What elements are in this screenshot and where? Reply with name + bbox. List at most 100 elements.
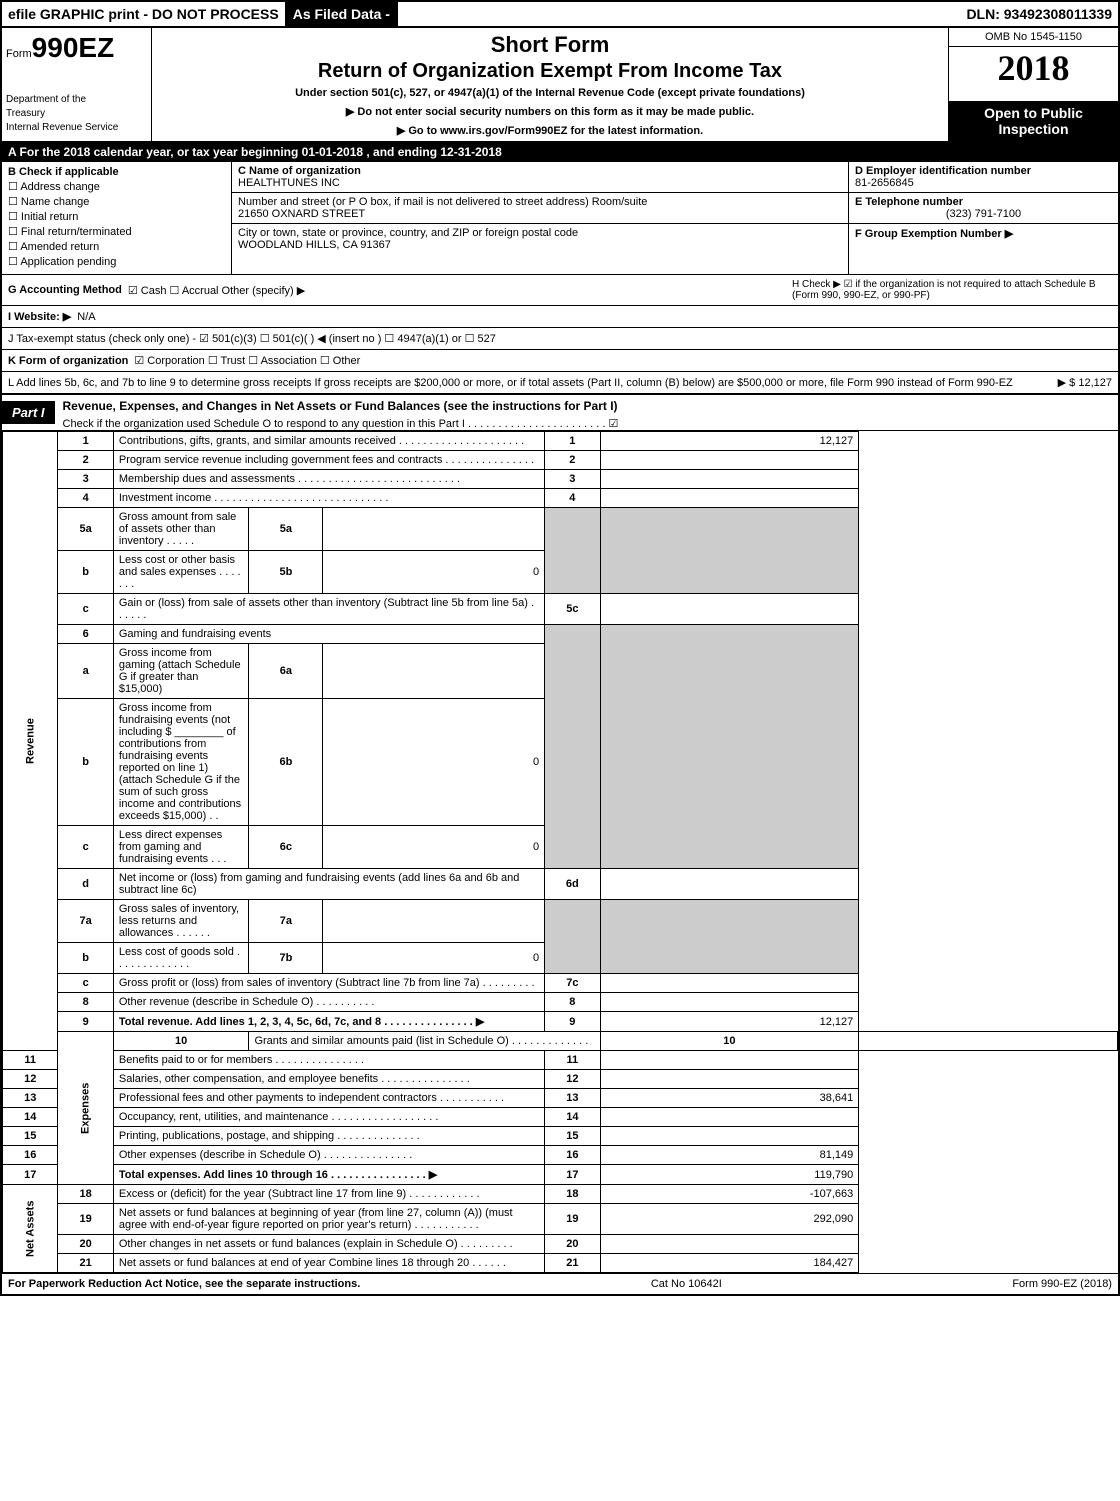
line-num: 7a xyxy=(58,900,113,943)
line-text: Membership dues and assessments . . . . … xyxy=(113,470,544,489)
line-ref: 9 xyxy=(545,1012,600,1032)
check-final-return[interactable]: Final return/terminated xyxy=(8,225,225,238)
line-text: Gross sales of inventory, less returns a… xyxy=(113,900,249,943)
footer: For Paperwork Reduction Act Notice, see … xyxy=(2,1273,1118,1294)
lines-table: Revenue 1 Contributions, gifts, grants, … xyxy=(2,431,1118,1273)
footer-left: For Paperwork Reduction Act Notice, see … xyxy=(8,1278,360,1290)
line-text: Professional fees and other payments to … xyxy=(113,1089,544,1108)
table-row: 12 Salaries, other compensation, and emp… xyxy=(3,1070,1118,1089)
table-row: c Gain or (loss) from sale of assets oth… xyxy=(3,594,1118,625)
line-ref: 11 xyxy=(545,1051,600,1070)
check-initial-return[interactable]: Initial return xyxy=(8,210,225,223)
cell-phone: E Telephone number (323) 791-7100 xyxy=(849,193,1118,224)
table-row: 15 Printing, publications, postage, and … xyxy=(3,1127,1118,1146)
shaded-cell xyxy=(600,900,859,974)
efile-label: efile GRAPHIC print - DO NOT PROCESS xyxy=(2,2,285,26)
top-bar-left: efile GRAPHIC print - DO NOT PROCESS As … xyxy=(2,2,960,26)
cell-ein: D Employer identification number 81-2656… xyxy=(849,162,1118,193)
table-row: 13 Professional fees and other payments … xyxy=(3,1089,1118,1108)
line-text: Gaming and fundraising events xyxy=(113,625,544,644)
line-text: Gross income from fundraising events (no… xyxy=(113,699,249,826)
short-form-title: Short Form xyxy=(158,32,942,58)
line-text: Contributions, gifts, grants, and simila… xyxy=(113,432,544,451)
line-num: 14 xyxy=(3,1108,58,1127)
b-label: B Check if applicable xyxy=(8,166,225,178)
line-ref: 8 xyxy=(545,993,600,1012)
g-label: G Accounting Method xyxy=(8,284,122,296)
line-num: c xyxy=(58,826,113,869)
line-amount xyxy=(600,1070,859,1089)
footer-mid: Cat No 10642I xyxy=(651,1278,722,1290)
table-row: 9 Total revenue. Add lines 1, 2, 3, 4, 5… xyxy=(3,1012,1118,1032)
part-1-tab: Part I xyxy=(2,401,55,424)
dept-line-3: Internal Revenue Service xyxy=(6,122,118,133)
section-bcdef: B Check if applicable Address change Nam… xyxy=(2,162,1118,275)
inner-ref: 5b xyxy=(249,551,323,594)
line-text: Investment income . . . . . . . . . . . … xyxy=(113,489,544,508)
table-row: d Net income or (loss) from gaming and f… xyxy=(3,869,1118,900)
check-name-change[interactable]: Name change xyxy=(8,195,225,208)
line-amount xyxy=(600,1051,859,1070)
line-text: Total expenses. Add lines 10 through 16 … xyxy=(113,1165,544,1185)
line-amount xyxy=(600,1235,859,1254)
line-num: a xyxy=(58,644,113,699)
line-ref: 4 xyxy=(545,489,600,508)
line-amount: 12,127 xyxy=(600,432,859,451)
cell-city: City or town, state or province, country… xyxy=(232,224,848,254)
arrow-line-2: ▶ Go to www.irs.gov/Form990EZ for the la… xyxy=(158,124,942,137)
d-label: D Employer identification number xyxy=(855,165,1031,177)
line-text: Less cost of goods sold . . . . . . . . … xyxy=(113,943,249,974)
table-row: c Gross profit or (loss) from sales of i… xyxy=(3,974,1118,993)
table-row: 16 Other expenses (describe in Schedule … xyxy=(3,1146,1118,1165)
dept-line-2: Treasury xyxy=(6,108,45,119)
row-i: I Website: ▶ N/A xyxy=(2,306,1118,328)
row-k: K Form of organization ☑ Corporation ☐ T… xyxy=(2,350,1118,372)
line-text: Other expenses (describe in Schedule O) … xyxy=(113,1146,544,1165)
inner-ref: 5a xyxy=(249,508,323,551)
line-num: 15 xyxy=(3,1127,58,1146)
street: 21650 OXNARD STREET xyxy=(238,208,365,220)
line-ref: 7c xyxy=(545,974,600,993)
inner-amount: 0 xyxy=(323,943,545,974)
under-section: Under section 501(c), 527, or 4947(a)(1)… xyxy=(158,87,942,99)
line-text: Excess or (deficit) for the year (Subtra… xyxy=(113,1185,544,1204)
check-column: B Check if applicable Address change Nam… xyxy=(2,162,232,274)
line-num: b xyxy=(58,699,113,826)
table-row: 6 Gaming and fundraising events xyxy=(3,625,1118,644)
line-num: 2 xyxy=(58,451,113,470)
line-ref: 16 xyxy=(545,1146,600,1165)
line-text-bold: Total expenses. Add lines 10 through 16 … xyxy=(119,1169,437,1181)
line-num: 6 xyxy=(58,625,113,644)
line-amount xyxy=(600,451,859,470)
e-label: E Telephone number xyxy=(855,196,963,208)
row-j: J Tax-exempt status (check only one) - ☑… xyxy=(2,328,1118,350)
line-text-bold: Total revenue. Add lines 1, 2, 3, 4, 5c,… xyxy=(119,1016,484,1028)
part-1-sub: Check if the organization used Schedule … xyxy=(55,417,1118,430)
table-row: 17 Total expenses. Add lines 10 through … xyxy=(3,1165,1118,1185)
shaded-cell xyxy=(545,900,600,974)
table-row: Net Assets 18 Excess or (deficit) for th… xyxy=(3,1185,1118,1204)
row-a-tax-year: A For the 2018 calendar year, or tax yea… xyxy=(2,142,1118,162)
right-column: D Employer identification number 81-2656… xyxy=(848,162,1118,274)
line-num: 21 xyxy=(58,1254,113,1273)
table-row: 2 Program service revenue including gove… xyxy=(3,451,1118,470)
line-ref: 2 xyxy=(545,451,600,470)
part-1-title: Revenue, Expenses, and Changes in Net As… xyxy=(55,395,1118,417)
line-num: 17 xyxy=(3,1165,58,1185)
table-row: 4 Investment income . . . . . . . . . . … xyxy=(3,489,1118,508)
form-number: 990EZ xyxy=(32,32,115,63)
shaded-cell xyxy=(600,625,859,869)
g-options: ☑ Cash ☐ Accrual Other (specify) ▶ xyxy=(128,284,792,297)
row-l: L Add lines 5b, 6c, and 7b to line 9 to … xyxy=(2,372,1118,394)
line-ref: 13 xyxy=(545,1089,600,1108)
check-address-change[interactable]: Address change xyxy=(8,180,225,193)
shaded-cell xyxy=(545,625,600,869)
check-application-pending[interactable]: Application pending xyxy=(8,255,225,268)
check-amended-return[interactable]: Amended return xyxy=(8,240,225,253)
table-row: Expenses 10 Grants and similar amounts p… xyxy=(3,1032,1118,1051)
phone: (323) 791-7100 xyxy=(855,208,1112,220)
line-text: Less cost or other basis and sales expen… xyxy=(113,551,249,594)
row-g-h: G Accounting Method ☑ Cash ☐ Accrual Oth… xyxy=(2,275,1118,306)
line-text: Gross income from gaming (attach Schedul… xyxy=(113,644,249,699)
line-amount xyxy=(600,594,859,625)
